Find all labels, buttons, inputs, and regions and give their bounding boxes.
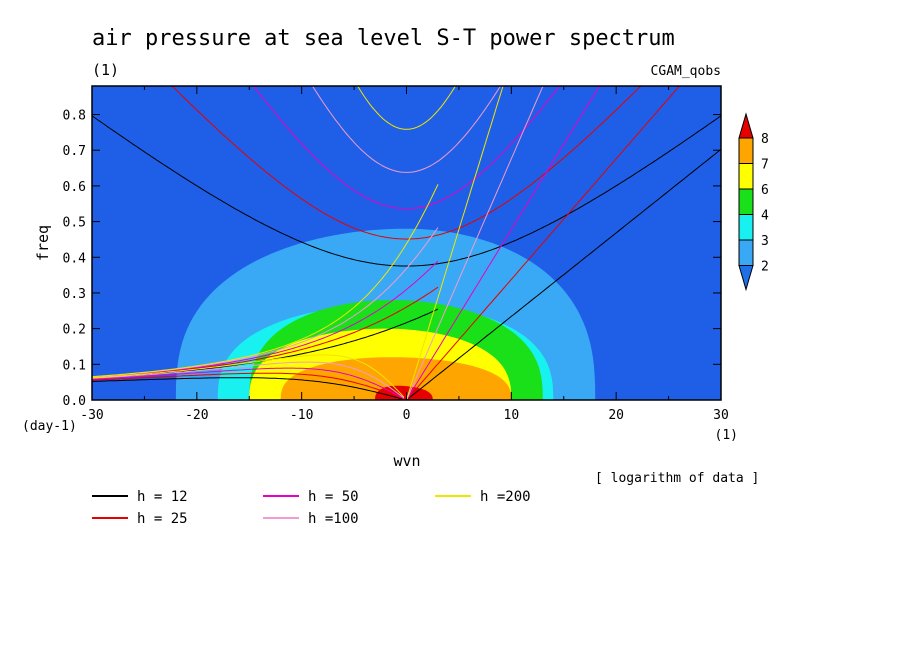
dispersion-curve-h-12 [92, 115, 721, 267]
dispersion-curve-h-50 [252, 86, 561, 210]
dispersion-curve-h-25 [406, 86, 681, 400]
y-tick-label: 0.5 [63, 216, 86, 231]
dispersion-curve-h-12 [406, 148, 721, 400]
colorbar-swatch [738, 239, 754, 266]
y-tick-label: 0.1 [63, 358, 86, 373]
dispersion-curve-h-100 [311, 86, 502, 173]
chart-units: (1) [92, 61, 119, 79]
dispersion-curve-h-200 [406, 86, 504, 400]
y-tick-label: 0.8 [63, 109, 86, 124]
colorbar-label: 7 [761, 158, 769, 173]
y-tick-label: 0.7 [63, 144, 86, 159]
y-axis-units: (day-1) [22, 419, 77, 434]
colorbar-top-arrow [738, 112, 754, 139]
colorbar-swatch [738, 163, 754, 190]
y-tick-label: 0.3 [63, 287, 86, 302]
legend-label: h =100 [308, 511, 359, 527]
legend-label: h = 12 [137, 489, 188, 505]
colorbar: 2 3 4 6 7 8 [738, 112, 769, 292]
x-tick-label: 10 [504, 408, 520, 423]
x-tick-label: 0 [403, 408, 411, 423]
dispersion-curve-h-25 [171, 86, 642, 240]
x-axis-units: (1) [715, 428, 738, 443]
legend-item: h =100 [263, 511, 359, 527]
colorbar-label: 2 [761, 260, 769, 275]
contour-level-7 [280, 357, 512, 400]
dispersion-curve-h-200 [357, 86, 456, 130]
legend-item: h = 12 [92, 489, 188, 505]
dispersion-curve-h-200 [92, 354, 405, 398]
y-tick-label: 0.6 [63, 180, 86, 195]
dispersion-curve-h-100 [92, 361, 405, 399]
y-axis-label: freq [34, 225, 52, 261]
x-tick-label: -30 [80, 408, 103, 423]
dispersion-curves [92, 86, 721, 400]
y-tick-label: 0.4 [63, 251, 87, 266]
chart-source: CGAM_qobs [651, 64, 721, 79]
log-note: [ logarithm of data ] [595, 471, 759, 486]
chart-title: air pressure at sea level S-T power spec… [92, 26, 675, 51]
legend-item: h = 25 [92, 511, 188, 527]
plot-area [92, 86, 721, 400]
colorbar-swatch [738, 214, 754, 241]
colorbar-swatch [738, 137, 754, 164]
y-tick-label: 0.0 [63, 394, 86, 409]
legend-item: h = 50 [263, 489, 359, 505]
x-tick-label: -10 [290, 408, 313, 423]
contour-level-8 [375, 385, 433, 400]
dispersion-curve-h-12 [92, 377, 405, 400]
colorbar-label: 3 [761, 234, 769, 249]
dispersion-curve-h-200 [92, 184, 439, 378]
dispersion-curve-h-25 [92, 372, 405, 400]
colorbar-label: 4 [761, 209, 769, 224]
x-tick-label: -20 [185, 408, 208, 423]
legend-label: h =200 [480, 489, 531, 505]
colorbar-label: 6 [761, 183, 769, 198]
axis-ticks: -30 -20 -10 0 10 20 30 0.0 0.1 0.2 0.3 0.4 0.5 0.6 0.7… [63, 86, 729, 423]
x-tick-label: 30 [713, 408, 729, 423]
x-axis-label: wvn [393, 452, 420, 470]
dispersion-curve-h-100 [406, 86, 544, 400]
legend: h = 12 h = 25 h = 50 h =100 h =200 [92, 489, 531, 527]
legend-item: h =200 [435, 489, 531, 505]
colorbar-swatch [738, 188, 754, 215]
x-tick-label: 20 [608, 408, 624, 423]
dispersion-curve-h-50 [406, 86, 601, 400]
legend-label: h = 50 [308, 489, 359, 505]
dispersion-curve-h-50 [92, 367, 405, 400]
y-tick-label: 0.2 [63, 323, 86, 338]
legend-label: h = 25 [137, 511, 188, 527]
colorbar-bottom-arrow [738, 265, 754, 292]
colorbar-label: 8 [761, 132, 769, 147]
